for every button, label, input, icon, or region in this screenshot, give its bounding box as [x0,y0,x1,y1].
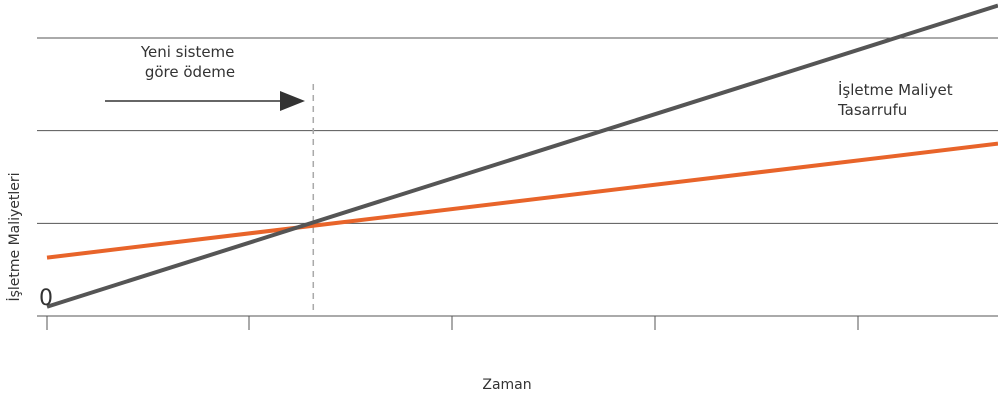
annotation-payment-line-1: Yeni sisteme [140,43,235,61]
annotation-savings: İşletme Maliyet Tasarrufu [837,80,957,119]
y-axis-label: İşletme Maliyetleri [5,172,23,301]
x-axis-ticks [46,316,859,330]
series-lines [46,3,998,309]
annotation-savings-line-1: İşletme Maliyet [838,80,953,99]
payment-arrow-head [280,91,305,111]
annotation-payment: Yeni sisteme göre ödeme [140,43,239,81]
series-line-gray [46,3,998,309]
series-line-orange [46,141,998,260]
annotation-savings-line-2: Tasarrufu [837,101,907,119]
annotation-payment-line-2: göre ödeme [145,63,235,81]
origin-label: 0 [39,286,53,311]
gridlines [37,37,998,224]
x-axis-label: Zaman [482,377,531,393]
